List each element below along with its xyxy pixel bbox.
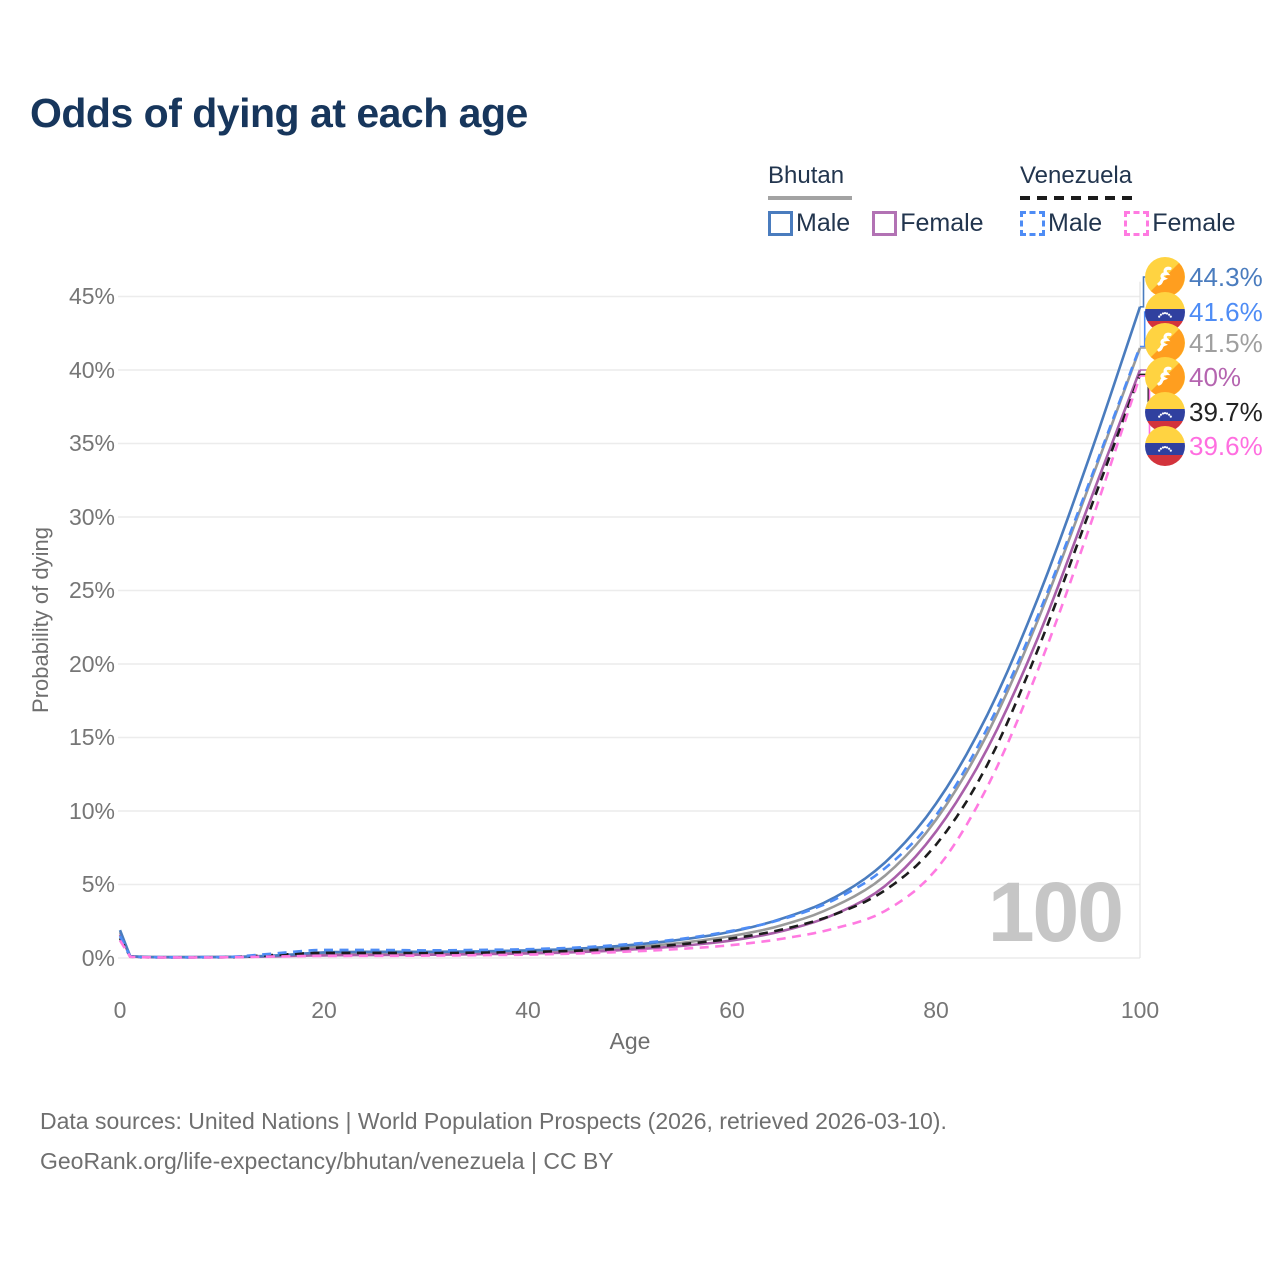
bhutan-flag-icon (1145, 323, 1185, 363)
bhutan-line-sample (768, 196, 852, 200)
legend-checkbox-venezuela-male[interactable] (1020, 211, 1045, 236)
end-label-bhutan-male: 44.3% (1145, 257, 1263, 297)
legend-label-bhutan-female[interactable]: Female (900, 209, 984, 237)
x-tick-60: 60 (719, 997, 745, 1023)
legend-label-venezuela-female[interactable]: Female (1152, 209, 1236, 237)
venezuela-flag-icon (1145, 426, 1185, 466)
data-sources-text: Data sources: United Nations | World Pop… (40, 1108, 947, 1134)
y-tick-30: 30% (68, 504, 115, 530)
x-tick-40: 40 (515, 997, 541, 1023)
bhutan-flag-icon (1145, 357, 1185, 397)
y-tick-10: 10% (68, 798, 115, 824)
legend-group-bhutan: Bhutan Male Female (768, 162, 984, 238)
x-tick-0: 0 (113, 997, 127, 1023)
x-tick-100: 100 (1120, 997, 1160, 1023)
x-axis-title: Age (609, 1028, 651, 1054)
y-tick-25: 25% (68, 577, 115, 603)
y-tick-5: 5% (81, 871, 115, 897)
bhutan-flag-icon (1145, 257, 1185, 297)
legend-label-venezuela-male[interactable]: Male (1048, 209, 1103, 237)
end-label-bhutan-both: 41.5% (1145, 323, 1263, 363)
x-tick-80: 80 (923, 997, 949, 1023)
legend-country-venezuela[interactable]: Venezuela (1020, 162, 1133, 189)
y-tick-35: 35% (68, 430, 115, 456)
end-value: 41.6% (1189, 296, 1263, 327)
page-title: Odds of dying at each age (30, 90, 528, 136)
y-tick-40: 40% (68, 357, 115, 383)
legend-checkbox-bhutan-female[interactable] (872, 211, 898, 236)
end-value: 41.5% (1189, 327, 1263, 358)
y-tick-20: 20% (68, 651, 115, 677)
end-value: 44.3% (1189, 261, 1263, 292)
legend-label-bhutan-male[interactable]: Male (796, 209, 851, 237)
y-tick-15: 15% (68, 724, 115, 750)
legend-country-bhutan[interactable]: Bhutan (768, 162, 845, 189)
y-tick-0: 0% (81, 945, 115, 971)
attribution-link[interactable]: GeoRank.org/life-expectancy/bhutan/venez… (40, 1148, 614, 1174)
end-value: 39.7% (1189, 396, 1263, 427)
hover-age-watermark: 100 (987, 865, 1124, 959)
venezuela-line-sample (1020, 196, 1138, 200)
legend-checkbox-bhutan-male[interactable] (768, 211, 793, 236)
y-axis-title: Probability of dying (28, 527, 53, 713)
end-value: 39.6% (1189, 430, 1263, 461)
legend-group-venezuela: Venezuela Male Female (1020, 162, 1236, 238)
end-value: 40% (1189, 361, 1242, 392)
end-label-venezuela-female: 39.6% (1145, 426, 1263, 466)
x-tick-20: 20 (311, 997, 337, 1023)
end-label-bhutan-female: 40% (1145, 357, 1241, 397)
y-tick-45: 45% (68, 283, 115, 309)
legend-checkbox-venezuela-female[interactable] (1124, 211, 1150, 236)
